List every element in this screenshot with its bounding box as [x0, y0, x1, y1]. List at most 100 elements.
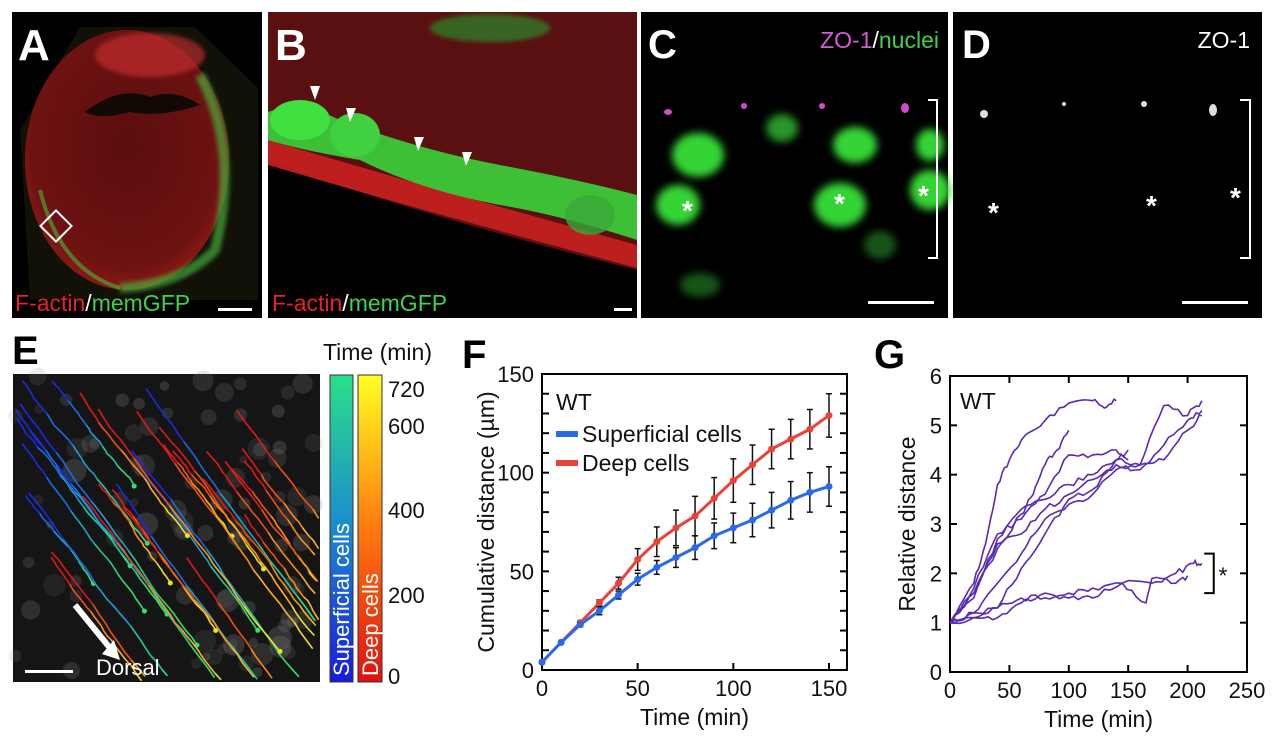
track-segment	[236, 491, 269, 533]
track-segment	[150, 535, 188, 587]
caption-a: F-actin/memGFP	[15, 290, 190, 316]
data-point	[634, 555, 642, 563]
track-segment	[50, 551, 94, 605]
track-segment	[97, 408, 135, 459]
y-tick-label: 6	[930, 364, 942, 389]
track-segment	[92, 603, 132, 661]
panel-label-f: F	[462, 333, 486, 377]
track-segment	[69, 547, 83, 568]
cell	[8, 649, 22, 663]
track-segment	[134, 571, 168, 615]
cell	[21, 600, 41, 620]
colorbar-title: Time (min)	[323, 339, 432, 365]
dorsal-arrow	[72, 603, 113, 650]
track-segment	[235, 597, 259, 631]
scale-bar	[868, 301, 934, 304]
track-segment	[46, 413, 74, 446]
x-axis-label: Time (min)	[640, 704, 749, 730]
track-segment	[16, 418, 39, 448]
track-segment	[157, 551, 195, 600]
cell	[133, 397, 145, 410]
cell	[273, 491, 286, 503]
track-end-dot	[184, 533, 190, 539]
cell	[267, 448, 287, 468]
panel-label-b: B	[275, 21, 307, 70]
cell	[8, 408, 23, 424]
panel-f: F 0 50 100 150 0 50 100 150 Time (min) Cumulative…	[462, 333, 848, 730]
cell	[62, 458, 87, 483]
track-segment	[302, 596, 320, 621]
track-end-dot	[213, 627, 219, 633]
track-end-dot	[277, 648, 283, 654]
bracket	[1240, 99, 1251, 259]
track-segment	[283, 567, 305, 598]
panel-label-e: E	[12, 329, 39, 373]
track-segment	[283, 502, 303, 528]
cell	[233, 377, 247, 391]
track-segment	[235, 520, 271, 563]
series-line-1	[949, 429, 1070, 624]
track-segment	[206, 549, 244, 603]
track-segment	[39, 512, 55, 532]
track-segment	[295, 594, 316, 622]
data-point	[538, 658, 546, 666]
track-segment	[205, 450, 238, 493]
colorbar-deep	[357, 374, 383, 683]
track-segment	[260, 474, 285, 504]
data-point	[653, 538, 661, 546]
track-segment	[170, 498, 208, 551]
track-segment	[252, 569, 295, 623]
y-tick-label: 3	[930, 512, 942, 537]
caption-b: F-actin/memGFP	[272, 290, 447, 316]
track-segment	[67, 400, 87, 426]
track-segment	[291, 605, 315, 637]
legend-label: Superficial cells	[582, 421, 742, 447]
y-axis-label: Relative distance	[894, 436, 920, 611]
track-segment	[204, 498, 220, 520]
cell	[303, 495, 323, 514]
track-segment	[251, 491, 272, 517]
track-segment	[51, 380, 69, 402]
track-segment	[262, 541, 285, 569]
track-segment	[156, 563, 172, 584]
x-tick-label: 0	[536, 676, 548, 701]
panel-e: E Time (min) Dorsal Superficial cells De…	[8, 329, 432, 689]
track-segment	[310, 550, 316, 556]
scale-bar	[25, 670, 73, 673]
track-segment	[193, 598, 233, 648]
colorbar-tick: 400	[388, 498, 425, 523]
caption-d: ZO-1	[1198, 27, 1250, 53]
track-segment	[191, 474, 211, 496]
track-segment	[187, 641, 216, 678]
cell	[274, 539, 288, 553]
track-segment	[141, 542, 158, 565]
scale-bar	[218, 308, 252, 311]
track-segment	[172, 450, 193, 476]
track-segment	[267, 531, 301, 575]
y-tick-label: 0	[522, 658, 534, 683]
cell	[272, 440, 287, 455]
track-segment	[219, 493, 259, 544]
track-segment	[217, 602, 252, 649]
data-point	[710, 532, 718, 540]
track-segment	[130, 665, 143, 682]
panel-label-c: C	[648, 23, 677, 67]
cell	[287, 486, 307, 507]
asterisk: *	[1146, 190, 1157, 221]
panel-a: A F-actin/memGFP	[12, 12, 262, 318]
track-segment	[189, 479, 207, 500]
series-line-7	[949, 575, 1189, 625]
track-segment	[174, 462, 217, 517]
data-point	[672, 554, 680, 562]
track-segment	[117, 574, 146, 612]
cell	[276, 504, 298, 527]
track-segment	[195, 603, 217, 631]
data-point	[768, 506, 776, 514]
cell	[159, 381, 170, 391]
cell	[81, 434, 100, 453]
colorbar-tick: 200	[388, 583, 425, 608]
track-segment	[164, 506, 189, 537]
panel-label-d: D	[962, 23, 991, 67]
series-line-2	[949, 449, 1129, 624]
legend-label: Deep cells	[582, 450, 689, 476]
